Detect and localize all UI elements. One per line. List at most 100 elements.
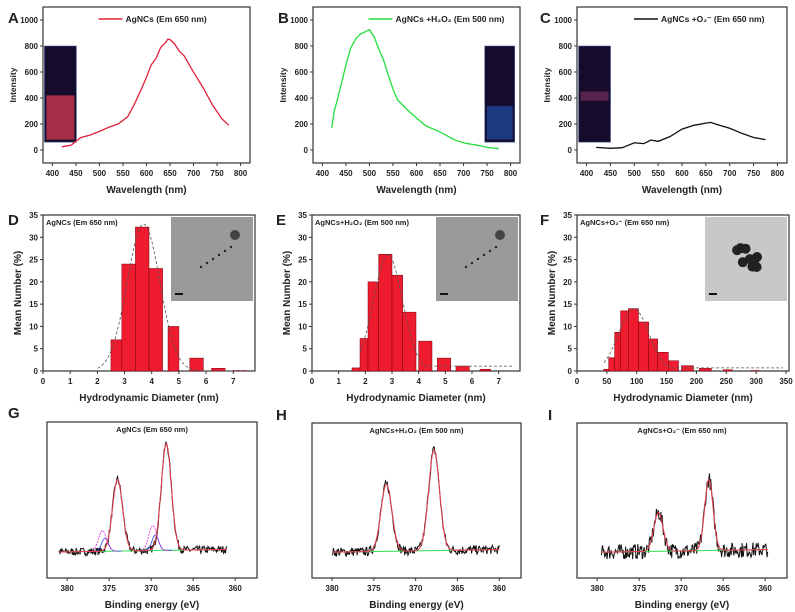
histogram-bar [148, 268, 163, 372]
x-tick-label: 500 [93, 169, 107, 178]
x-tick-label: 450 [604, 169, 618, 178]
x-tick-label: 3 [390, 377, 395, 386]
x-tick-label: 5 [177, 377, 182, 386]
histogram-bar [378, 253, 393, 372]
panel-c: C 400 450 500 550 600 650 700 750 800 0 200 400 600 80… [540, 6, 788, 196]
panel-f: F 0 50 100 150 200 250 300 350 0 5 10 15 20 25 30 35 Hydr… [540, 211, 793, 404]
nanoparticle [495, 230, 505, 240]
panel-letter: H [276, 407, 287, 424]
x-tick-label: 360 [758, 584, 772, 593]
x-tick-label: 375 [632, 584, 646, 593]
xps-fit-curve [58, 443, 227, 553]
x-tick-label: 650 [163, 169, 177, 178]
nanoparticle [230, 230, 240, 240]
y-tick-label: 10 [29, 322, 38, 331]
series-line [331, 28, 499, 150]
x-tick-label: 5 [443, 377, 448, 386]
scale-bar [175, 293, 183, 295]
nanoparticle [217, 253, 221, 257]
series-line [596, 121, 766, 149]
x-tick-label: 1 [68, 377, 73, 386]
x-tick-label: 370 [674, 584, 688, 593]
plot-frame [46, 421, 258, 579]
chart-title: AgNCs+H₂O₂ (Em 500 nm) [315, 218, 409, 227]
plot-frame [311, 422, 522, 579]
x-tick-label: 650 [433, 169, 447, 178]
y-tick-label: 200 [295, 120, 309, 129]
y-tick-label: 400 [295, 94, 309, 103]
panel-letter: F [540, 212, 549, 229]
x-tick-label: 650 [699, 169, 713, 178]
y-tick-label: 35 [298, 211, 307, 220]
series-line [61, 38, 230, 148]
panel-letter: I [548, 407, 552, 424]
x-tick-label: 550 [386, 169, 400, 178]
x-tick-label: 0 [310, 377, 315, 386]
x-tick-label: 100 [630, 377, 644, 386]
x-tick-label: 200 [690, 377, 704, 386]
y-tick-label: 400 [559, 94, 573, 103]
x-tick-label: 7 [496, 377, 501, 386]
nanoparticle [740, 243, 751, 254]
y-axis-label: Mean Number (%) [547, 251, 558, 335]
gaussian-fit-curve [359, 254, 512, 367]
y-tick-label: 30 [29, 233, 38, 242]
histogram-bar [121, 263, 136, 372]
x-tick-label: 750 [210, 169, 224, 178]
y-tick-label: 15 [298, 300, 307, 309]
y-axis-label: Intensity [8, 67, 18, 102]
y-tick-label: 800 [295, 42, 309, 51]
x-tick-label: 800 [504, 169, 518, 178]
histogram-bar [608, 357, 615, 372]
x-axis-label: Hydrodynamic Diameter (nm) [79, 393, 218, 404]
y-tick-label: 5 [568, 345, 573, 354]
x-tick-label: 365 [451, 584, 465, 593]
histogram-bar [668, 360, 679, 372]
xps-component-curve [142, 525, 168, 551]
x-tick-label: 750 [480, 169, 494, 178]
x-tick-label: 6 [204, 377, 209, 386]
x-tick-label: 4 [149, 377, 154, 386]
legend-label: AgNCs +O₂⁻ (Em 650 nm) [661, 14, 765, 24]
histogram-bar [189, 357, 204, 372]
x-tick-label: 700 [187, 169, 201, 178]
y-tick-label: 0 [304, 146, 309, 155]
histogram-bar [603, 368, 609, 372]
x-tick-label: 360 [228, 584, 242, 593]
blue-fluorescence [486, 105, 513, 140]
nanoparticle [223, 249, 227, 253]
y-tick-label: 35 [563, 211, 572, 220]
y-tick-label: 5 [303, 345, 308, 354]
x-tick-label: 365 [716, 584, 730, 593]
x-tick-label: 380 [325, 584, 339, 593]
y-tick-label: 200 [25, 120, 39, 129]
histogram-bar [648, 338, 658, 372]
histogram-bar [359, 338, 369, 372]
x-axis-label: Hydrodynamic Diameter (nm) [613, 393, 752, 404]
x-tick-label: 600 [675, 169, 689, 178]
panel-a: A 400 450 500 550 600 650 700 750 800 0 200 400 600 80… [8, 6, 251, 196]
x-tick-label: 600 [140, 169, 154, 178]
chart-title: AgNCs (Em 650 nm) [46, 218, 118, 227]
y-tick-label: 25 [29, 256, 38, 265]
x-tick-label: 550 [116, 169, 130, 178]
x-tick-label: 550 [651, 169, 665, 178]
x-tick-label: 800 [234, 169, 248, 178]
legend-label: AgNCs +H₂O₂ (Em 500 nm) [396, 14, 505, 24]
y-tick-label: 800 [25, 42, 39, 51]
panel-letter: A [8, 10, 19, 27]
y-tick-label: 10 [563, 322, 572, 331]
histogram-bar [681, 365, 694, 372]
x-tick-label: 700 [723, 169, 737, 178]
histogram-bar [391, 274, 403, 372]
y-tick-label: 1000 [20, 16, 38, 25]
chart-title: AgNCs (Em 650 nm) [116, 425, 188, 434]
x-tick-label: 50 [602, 377, 611, 386]
panel-d: D 0 1 2 3 4 5 6 7 0 5 10 15 20 25 30 35 Hydrodynamic Diam… [8, 211, 256, 404]
x-tick-label: 500 [628, 169, 642, 178]
x-tick-label: 700 [457, 169, 471, 178]
x-tick-label: 1 [336, 377, 341, 386]
x-tick-label: 3 [122, 377, 127, 386]
y-tick-label: 0 [303, 367, 308, 376]
